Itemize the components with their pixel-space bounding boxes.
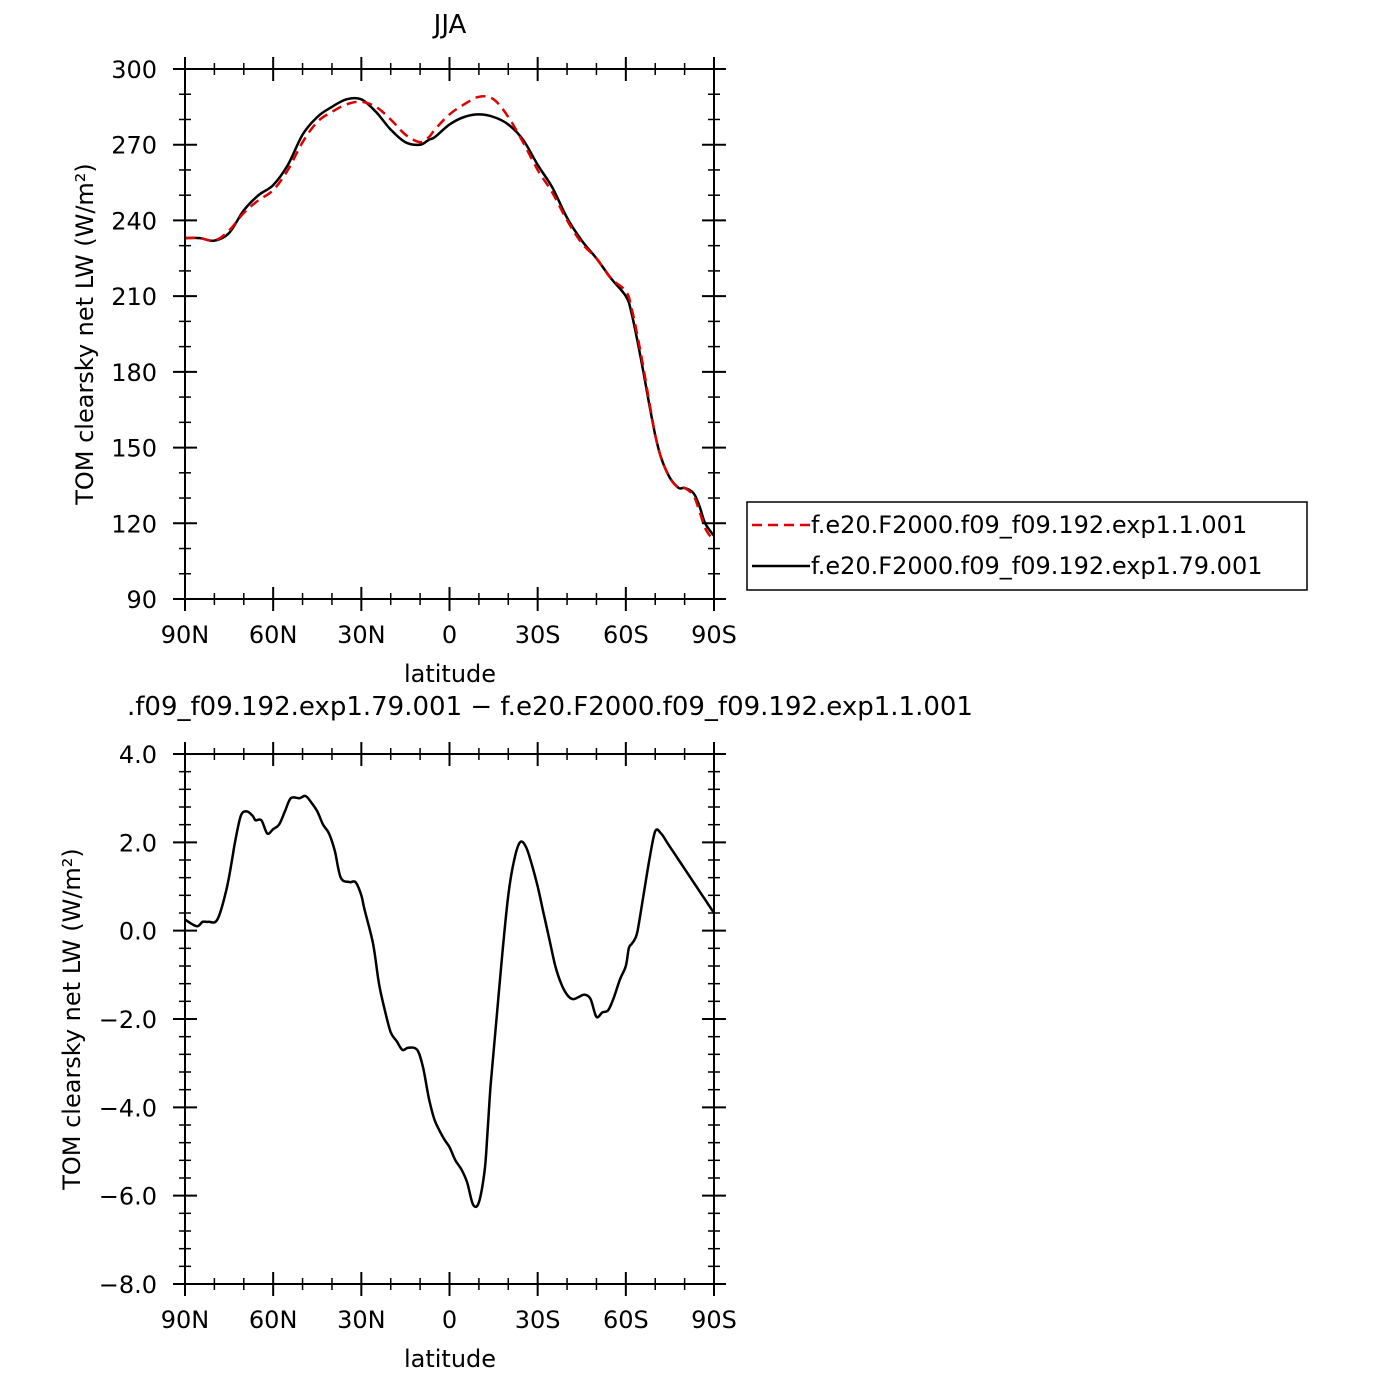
bottom-x-tick-label: 90N bbox=[161, 1306, 210, 1334]
top-chart-title: JJA bbox=[432, 10, 467, 40]
bottom-x-tick-label: 60S bbox=[603, 1306, 649, 1334]
top-y-axis-label: TOM clearsky net LW (W/m²) bbox=[71, 163, 99, 506]
top-x-tick-label: 30S bbox=[515, 621, 561, 649]
bottom-y-tick-label: 2.0 bbox=[119, 829, 157, 857]
bottom-chart-series-group bbox=[184, 794, 716, 1209]
bottom-y-tick-label: −4.0 bbox=[99, 1094, 157, 1122]
legend-box bbox=[746, 501, 1308, 591]
bottom-x-tick-label: 60N bbox=[249, 1306, 298, 1334]
legend-entry-2: f.e20.F2000.f09_f09.192.exp1.79.001 bbox=[811, 552, 1262, 580]
bottom-x-axis-label: latitude bbox=[404, 1345, 496, 1373]
bottom-x-tick-label: 0 bbox=[442, 1306, 457, 1334]
bottom-x-tick-label: 30N bbox=[337, 1306, 386, 1334]
top-y-tick-label: 270 bbox=[111, 132, 157, 160]
top-chart-frame bbox=[184, 68, 715, 600]
bottom-y-tick-label: 0.0 bbox=[119, 918, 157, 946]
top-y-tick-label: 90 bbox=[126, 586, 157, 614]
bottom-chart-ticks: 90N 60N 30N 0 30S 60S 90S −8.0 −6.0 −4.0 −2.0 0.0 2.… bbox=[99, 741, 737, 1334]
bottom-y-tick-label: −2.0 bbox=[99, 1006, 157, 1034]
bottom-y-tick-label: −6.0 bbox=[99, 1183, 157, 1211]
bottom-y-axis-label: TOM clearsky net LW (W/m²) bbox=[58, 848, 86, 1191]
legend-entry-1: f.e20.F2000.f09_f09.192.exp1.1.001 bbox=[811, 511, 1247, 539]
bottom-chart-frame bbox=[184, 753, 715, 1285]
bottom-x-tick-label: 90S bbox=[691, 1306, 737, 1334]
top-x-tick-label: 60S bbox=[603, 621, 649, 649]
top-x-axis-label: latitude bbox=[404, 660, 496, 688]
bottom-chart-title: .f09_f09.192.exp1.79.001 − f.e20.F2000.f… bbox=[127, 692, 973, 722]
top-chart-ticks: 90N 60N 30N 0 30S 60S 90S 90 120 150 180 210 240 270 3… bbox=[111, 56, 737, 649]
top-x-tick-label: 30N bbox=[337, 621, 386, 649]
top-x-tick-label: 90S bbox=[691, 621, 737, 649]
top-y-tick-label: 180 bbox=[111, 359, 157, 387]
top-chart-series-group bbox=[184, 95, 716, 542]
top-y-tick-label: 120 bbox=[111, 510, 157, 538]
top-y-tick-label: 300 bbox=[111, 56, 157, 84]
bottom-series-line-1 bbox=[184, 794, 716, 1209]
bottom-x-tick-label: 30S bbox=[515, 1306, 561, 1334]
top-series-line-1 bbox=[184, 95, 716, 542]
legend: f.e20.F2000.f09_f09.192.exp1.1.001 f.e20… bbox=[746, 501, 1308, 591]
top-y-tick-label: 210 bbox=[111, 283, 157, 311]
top-y-tick-label: 240 bbox=[111, 207, 157, 235]
bottom-y-tick-label: −8.0 bbox=[99, 1271, 157, 1299]
bottom-chart-panel: .f09_f09.192.exp1.79.001 − f.e20.F2000.f… bbox=[58, 692, 973, 1373]
bottom-y-tick-label: 4.0 bbox=[119, 741, 157, 769]
top-chart-panel: JJA 90N 60N 30N 0 30S 60S 90S 90 120 150 180 210 240… bbox=[71, 10, 737, 688]
top-x-tick-label: 0 bbox=[442, 621, 457, 649]
top-x-tick-label: 90N bbox=[161, 621, 210, 649]
top-x-tick-label: 60N bbox=[249, 621, 298, 649]
top-y-tick-label: 150 bbox=[111, 435, 157, 463]
